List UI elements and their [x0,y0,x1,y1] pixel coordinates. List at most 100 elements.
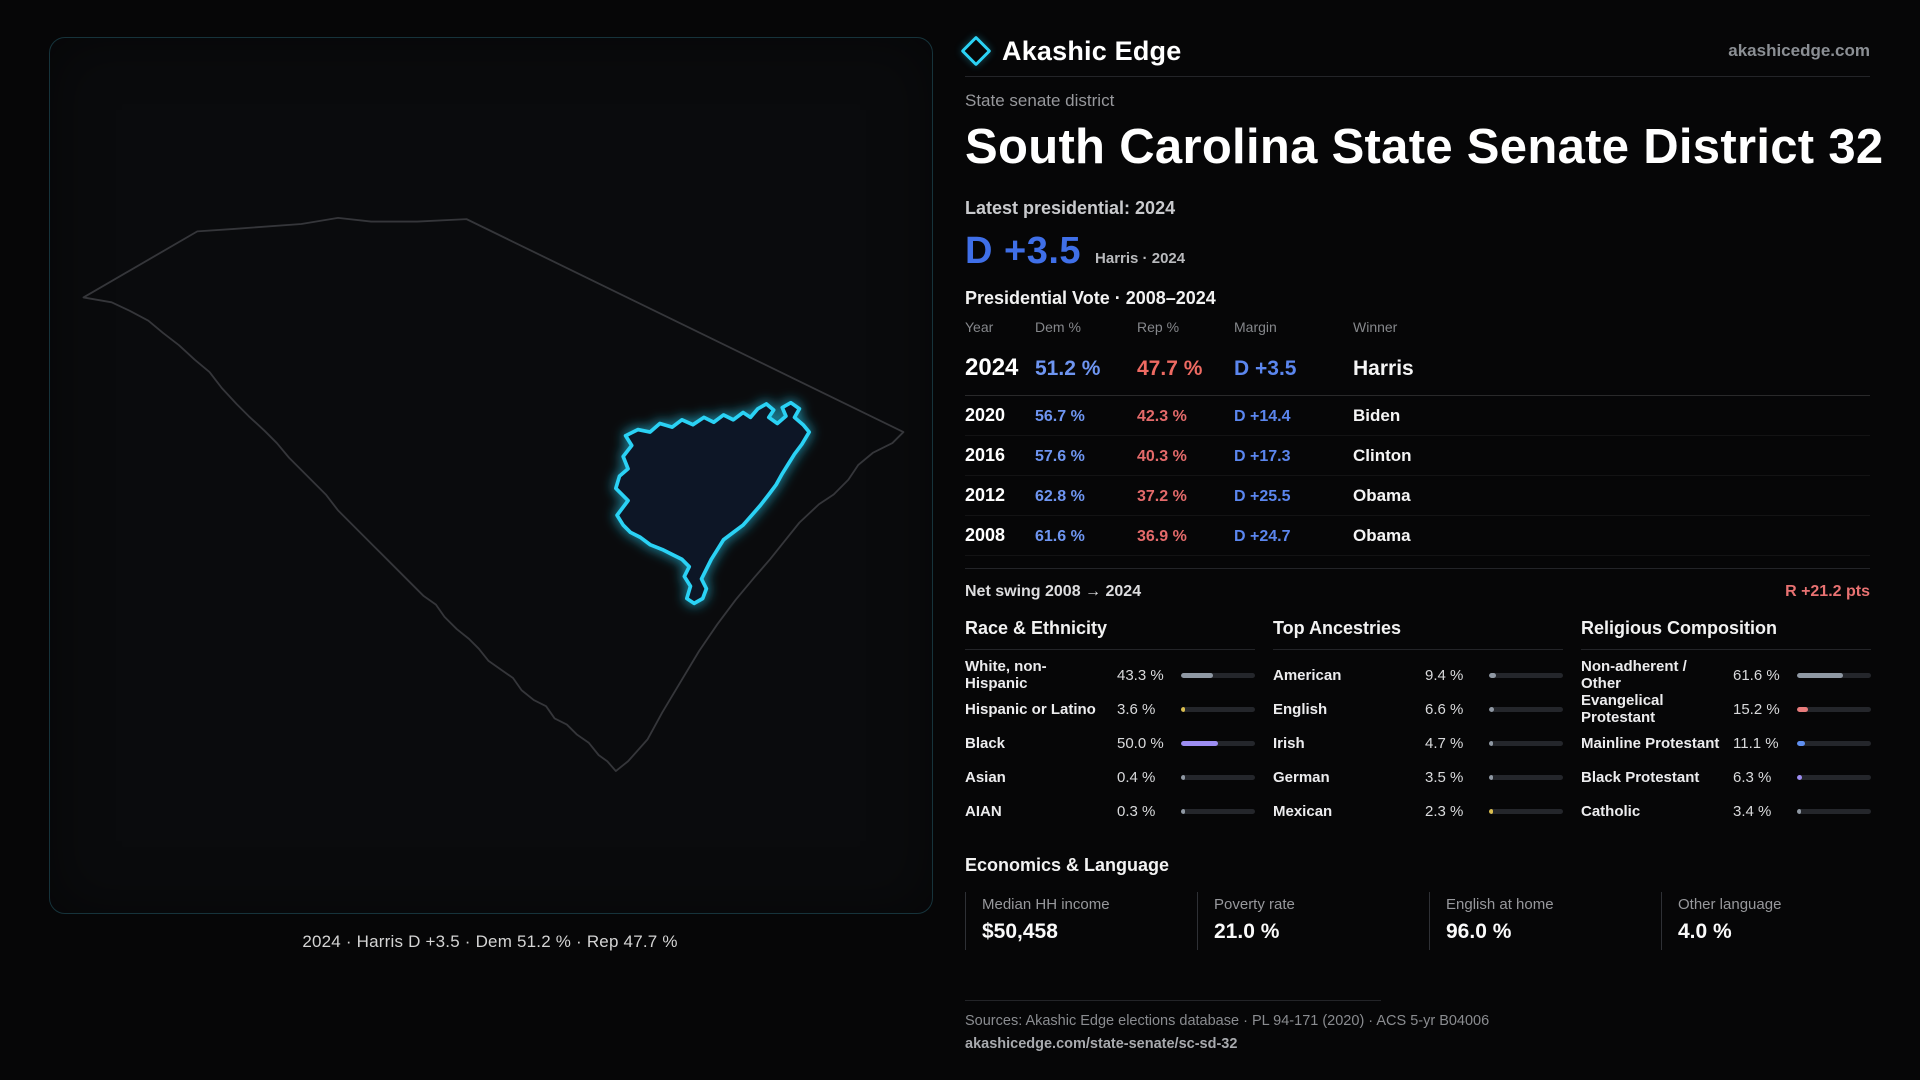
net-swing-label: Net swing 2008 → 2024 [965,583,1142,600]
mini-bar [1797,740,1871,746]
economics-section-title: Economics & Language [965,855,1170,875]
map-column: 2024 · Harris D +3.5 · Dem 51.2 % · Rep … [49,37,933,951]
section-religious-composition: Religious Composition Non-adherent / Oth… [1581,617,1871,828]
rep-cell: 42.3 % [1137,408,1187,425]
mini-bar [1797,808,1871,814]
ancestry-item: American 9.4 % [1273,658,1563,692]
col-margin: Margin [1234,319,1277,335]
ancestry-item: English 6.6 % [1273,692,1563,726]
footer-divider [965,1000,1382,1001]
col-rep: Rep % [1137,319,1180,335]
section-title: Religious Composition [1581,617,1871,650]
dem-cell: 62.8 % [1035,488,1085,505]
col-year: Year [965,319,994,335]
race-item: AIAN 0.3 % [965,794,1255,828]
dem-cell: 51.2 % [1035,357,1101,380]
rep-cell: 36.9 % [1137,528,1187,545]
col-winner: Winner [1353,319,1398,335]
vote-row-2024: 2024 51.2 % 47.7 % D +3.5 Harris [965,341,1870,396]
vote-row-2020: 2020 56.7 % 42.3 % D +14.4 Biden [965,396,1870,436]
year-cell: 2024 [965,354,1019,381]
district-type-kicker: State senate district [965,91,1115,110]
brand-lockup: Akashic Edge [960,35,1182,67]
vote-row-2016: 2016 57.6 % 40.3 % D +17.3 Clinton [965,436,1870,476]
dem-cell: 57.6 % [1035,448,1085,465]
sources-line: Sources: Akashic Edge elections database… [965,1013,1490,1029]
year-cell: 2016 [965,445,1006,465]
mini-bar [1489,740,1563,746]
mini-bar [1489,672,1563,678]
religion-item: Catholic 3.4 % [1581,794,1871,828]
mini-bar [1489,774,1563,780]
mini-bar [1489,808,1563,814]
ancestry-item: Mexican 2.3 % [1273,794,1563,828]
margin-cell: D +3.5 [1234,357,1297,380]
margin-cell: D +17.3 [1234,448,1291,465]
winner-cell: Harris [1353,357,1414,380]
table-divider [965,568,1870,569]
year-cell: 2008 [965,525,1006,545]
brand-name: Akashic Edge [1002,35,1182,66]
net-swing-row: Net swing 2008 → 2024 R +21.2 pts [965,583,1870,601]
south-carolina-map [82,216,905,772]
race-item: White, non-Hispanic 43.3 % [965,658,1255,692]
mini-bar [1181,774,1255,780]
headline-margin-value: D +3.5 [965,230,1082,272]
race-item: Asian 0.4 % [965,760,1255,794]
detail-column: Akashic Edge akashicedge.com State senat… [960,0,1920,1080]
race-item: Black 50.0 % [965,726,1255,760]
margin-cell: D +25.5 [1234,488,1291,505]
brand-domain-link[interactable]: akashicedge.com [1728,41,1870,60]
col-dem: Dem % [1035,319,1081,335]
section-title: Top Ancestries [1273,617,1563,650]
page-title: South Carolina State Senate District 32 [965,120,1884,174]
brand-header: Akashic Edge akashicedge.com [960,30,1870,72]
margin-cell: D +24.7 [1234,528,1291,545]
header-divider [965,76,1870,77]
year-cell: 2020 [965,405,1006,425]
diamond-logo-icon [960,35,992,67]
ancestry-item: Irish 4.7 % [1273,726,1563,760]
vote-table-header: Year Dem % Rep % Margin Winner [965,319,1870,341]
district-map-panel [49,37,933,914]
religion-item: Non-adherent / Other 61.6 % [1581,658,1871,692]
winner-cell: Biden [1353,406,1401,425]
winner-cell: Clinton [1353,446,1412,465]
vote-table-title: Presidential Vote · 2008–2024 [965,288,1216,308]
net-swing-value: R +21.2 pts [1785,583,1870,600]
mini-bar [1181,672,1255,678]
religion-item: Evangelical Protestant 15.2 % [1581,692,1871,726]
mini-bar [1489,706,1563,712]
winner-cell: Obama [1353,486,1411,505]
section-title: Race & Ethnicity [965,617,1255,650]
year-cell: 2012 [965,485,1006,505]
mini-bar [1181,808,1255,814]
stat-other-language: Other language 4.0 % [1661,892,1893,950]
mini-bar [1181,706,1255,712]
vote-row-2008: 2008 61.6 % 36.9 % D +24.7 Obama [965,516,1870,556]
dem-cell: 61.6 % [1035,528,1085,545]
winner-cell: Obama [1353,526,1411,545]
headline-margin-row: D +3.5 Harris · 2024 [965,229,1870,273]
stat-english-at-home: English at home 96.0 % [1429,892,1661,950]
headline-margin-context: Harris · 2024 [1095,250,1186,267]
stat-poverty-rate: Poverty rate 21.0 % [1197,892,1429,950]
economics-stats: Median HH income $50,458 Poverty rate 21… [965,892,1870,950]
mini-bar [1181,740,1255,746]
rep-cell: 40.3 % [1137,448,1187,465]
section-top-ancestries: Top Ancestries American 9.4 % English 6.… [1273,617,1563,828]
latest-presidential-label: Latest presidential: 2024 [965,198,1176,218]
mini-bar [1797,672,1871,678]
state-outline-south-carolina [82,216,905,772]
religion-item: Black Protestant 6.3 % [1581,760,1871,794]
rep-cell: 47.7 % [1137,357,1203,380]
map-caption: 2024 · Harris D +3.5 · Dem 51.2 % · Rep … [302,932,678,951]
rep-cell: 37.2 % [1137,488,1187,505]
mini-bar [1797,774,1871,780]
permalink[interactable]: akashicedge.com/state-senate/sc-sd-32 [965,1036,1238,1052]
section-race-ethnicity: Race & Ethnicity White, non-Hispanic 43.… [965,617,1255,828]
district-shape-highlight[interactable] [613,400,812,606]
stat-median-hh-income: Median HH income $50,458 [965,892,1197,950]
race-item: Hispanic or Latino 3.6 % [965,692,1255,726]
